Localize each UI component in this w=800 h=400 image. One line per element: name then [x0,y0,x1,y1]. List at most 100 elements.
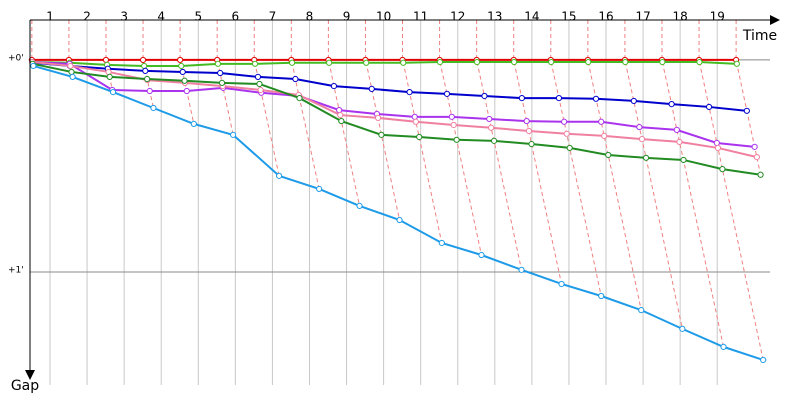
point [30,62,37,70]
point [638,307,645,314]
x-tick-label: 16 [598,10,613,24]
point [561,118,568,125]
point [598,118,605,125]
lap-line [105,20,114,93]
point [566,144,573,152]
point [292,75,299,83]
series-line [32,61,758,159]
point [719,166,726,173]
x-tick-label: 1 [46,10,54,24]
point [411,113,418,120]
point [673,126,680,134]
point [363,59,370,66]
point [598,292,605,300]
point [436,58,444,66]
point [68,68,75,76]
point [601,132,608,140]
point [676,138,683,146]
x-tick-label: 2 [83,10,91,24]
point [525,127,533,135]
point [523,117,530,125]
x-tick-label: 12 [450,10,465,24]
point [753,154,760,161]
series-line [32,62,761,176]
x-tick-label: 18 [673,10,688,24]
point [563,130,570,137]
point [146,87,153,95]
point [150,104,157,112]
point [257,86,264,94]
point [251,60,259,67]
point [714,144,722,152]
point [69,73,76,80]
point [326,59,333,66]
point [757,171,764,178]
point [142,67,149,74]
x-tick-label: 11 [413,10,428,24]
point [638,135,646,143]
x-tick-label: 17 [635,10,650,24]
point [743,107,750,114]
point [179,68,186,76]
point [190,120,197,127]
point [696,58,703,66]
lap-line [439,20,482,256]
point [680,156,687,164]
point [555,94,563,102]
point [254,73,262,80]
x-tick-label: 3 [120,10,128,24]
lap-line [290,20,320,190]
point [330,82,338,90]
point [443,90,451,97]
point [288,59,296,66]
x-tick-label: 14 [524,10,539,24]
point [338,117,345,125]
point [139,56,147,64]
point [486,115,493,123]
point [733,60,740,67]
point [336,107,343,114]
point [642,154,650,161]
y-axis-label: Gap [11,378,39,394]
point [679,325,686,332]
point [374,114,382,121]
point [218,79,226,87]
point [296,94,303,102]
y-tick-label: +1' [8,265,24,275]
point [751,143,758,150]
point [481,92,488,100]
point [510,58,518,66]
point [144,75,151,83]
point [488,124,495,131]
point [256,80,263,88]
y-tick-label: +0' [8,53,24,63]
point [453,136,460,143]
point [181,77,188,84]
y-axis-arrow [25,370,35,380]
point [558,280,565,288]
point [177,56,184,64]
point [183,87,190,95]
point [400,59,407,66]
x-tick-label: 8 [306,10,314,24]
point [605,151,612,159]
point [378,131,385,138]
point [416,133,423,141]
series-line [32,61,737,67]
point [473,58,481,66]
point [630,97,637,105]
point [178,62,185,70]
point [316,185,323,193]
point [478,251,485,259]
x-tick-label: 19 [710,10,725,24]
point [585,58,592,66]
x-tick-label: 9 [343,10,351,24]
point [659,58,666,66]
lap-line [661,20,725,347]
lap-line [402,20,443,244]
series-line [32,61,747,112]
x-tick-label: 13 [487,10,502,24]
point [592,95,600,102]
point [705,103,713,111]
